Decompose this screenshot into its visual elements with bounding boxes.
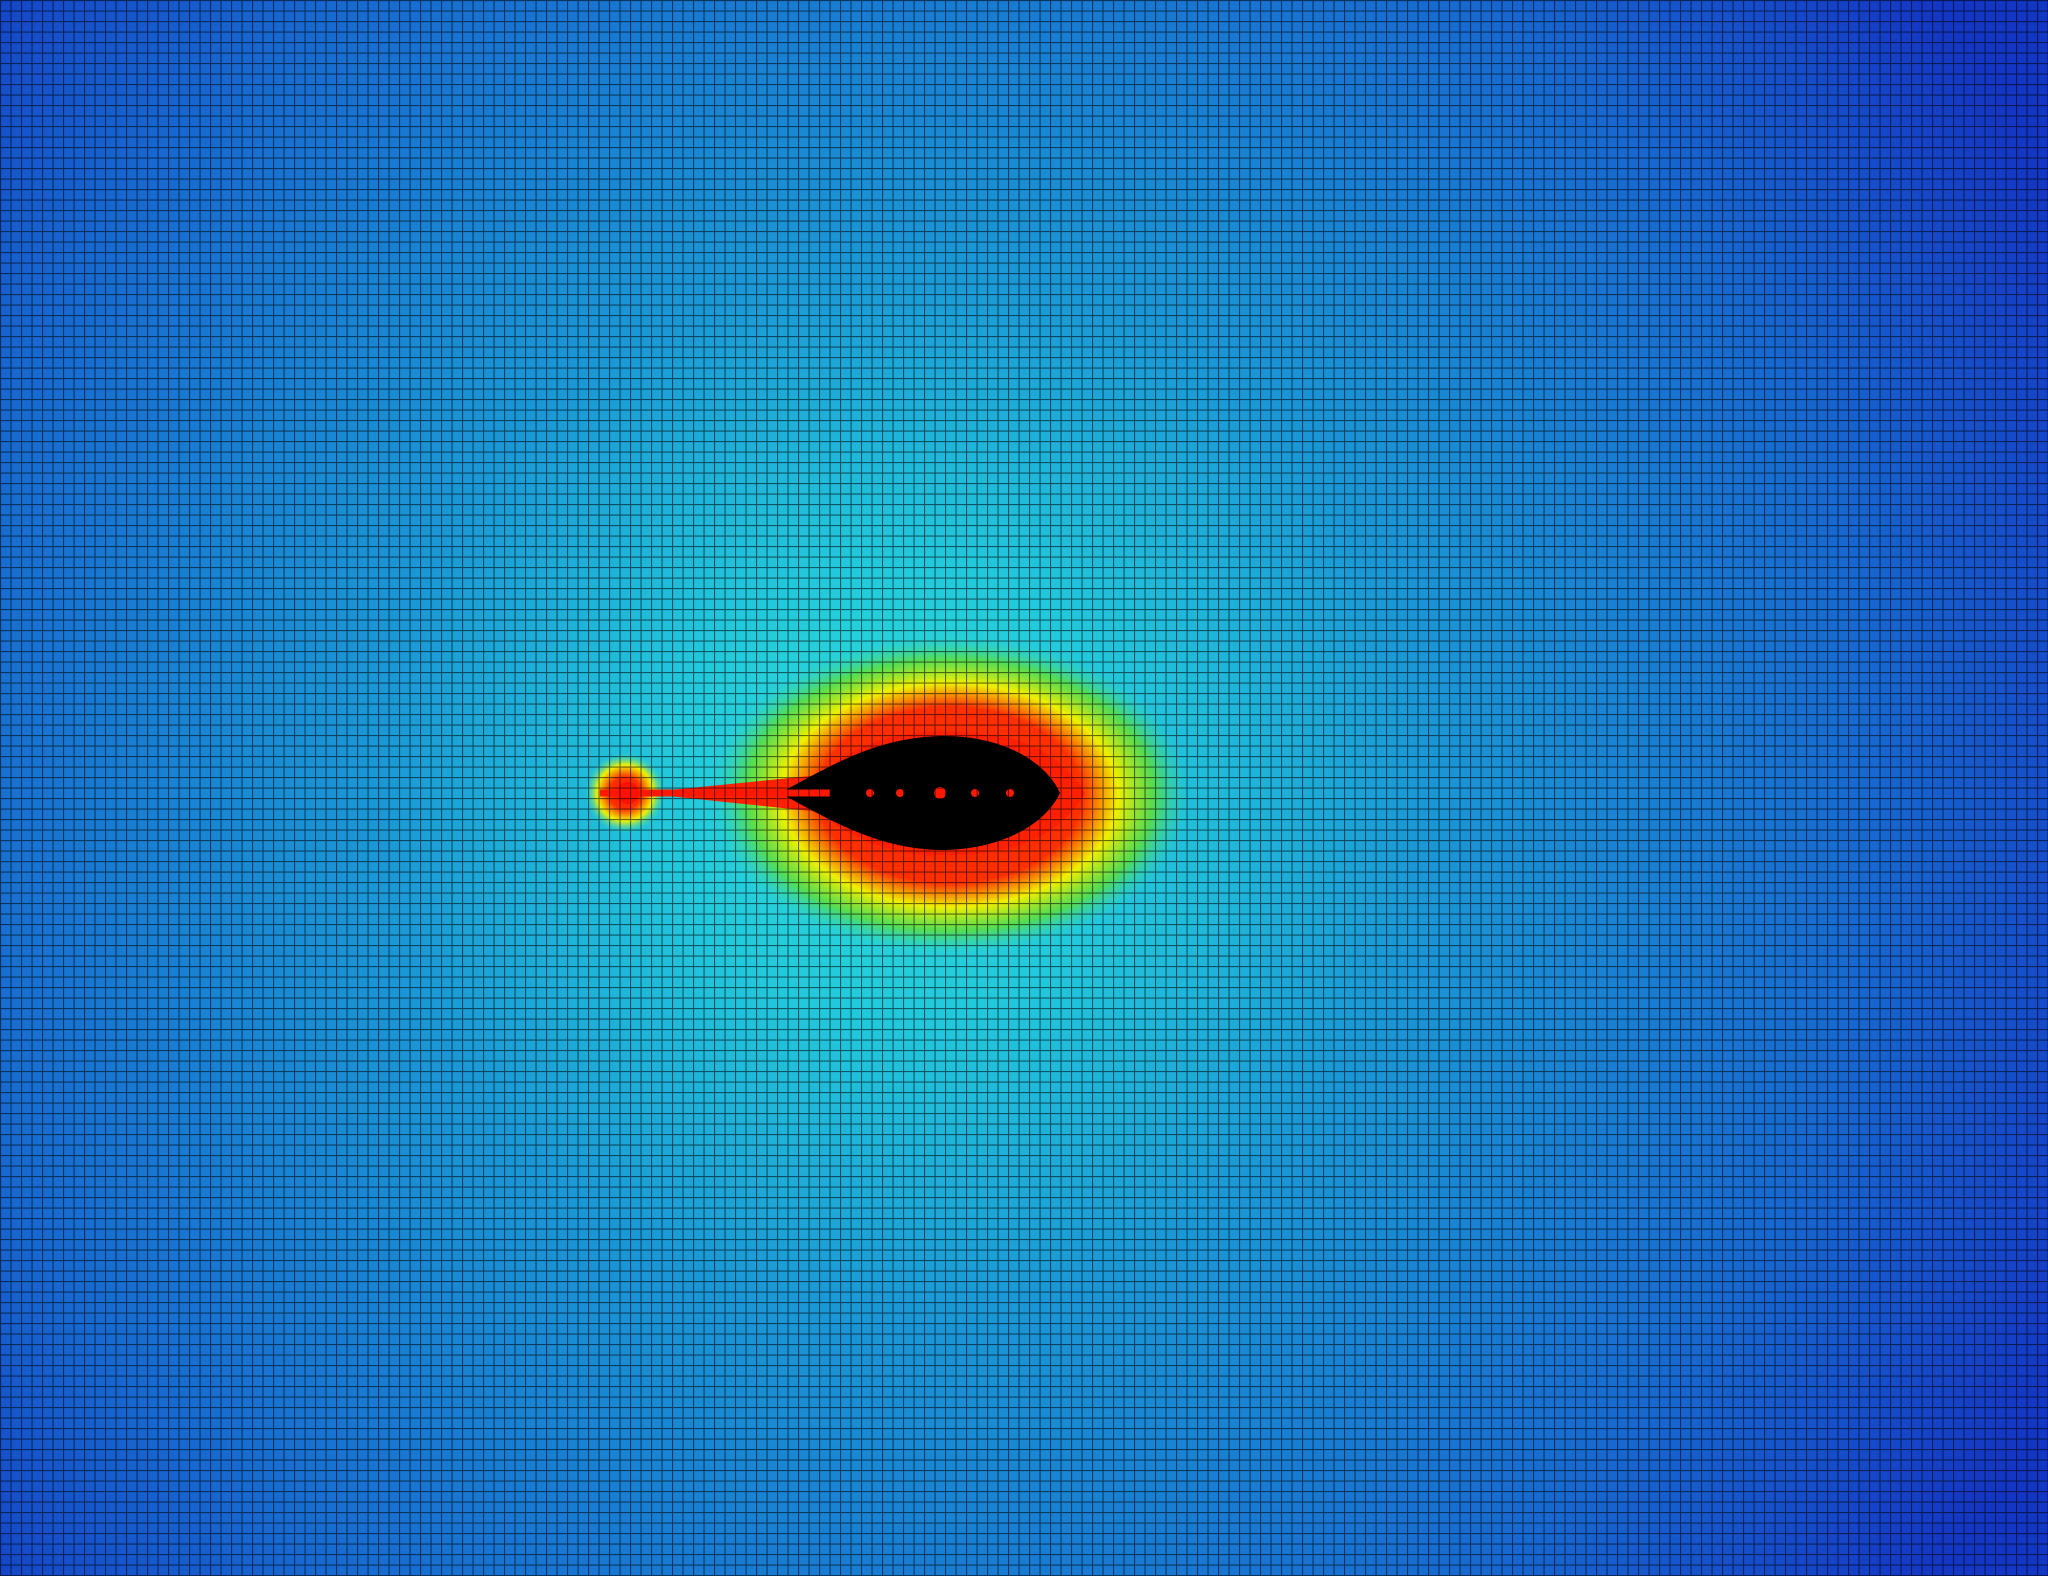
- fractal-image: [0, 0, 2048, 1576]
- page: [0, 0, 2048, 1576]
- grid-texture: [0, 0, 2048, 1576]
